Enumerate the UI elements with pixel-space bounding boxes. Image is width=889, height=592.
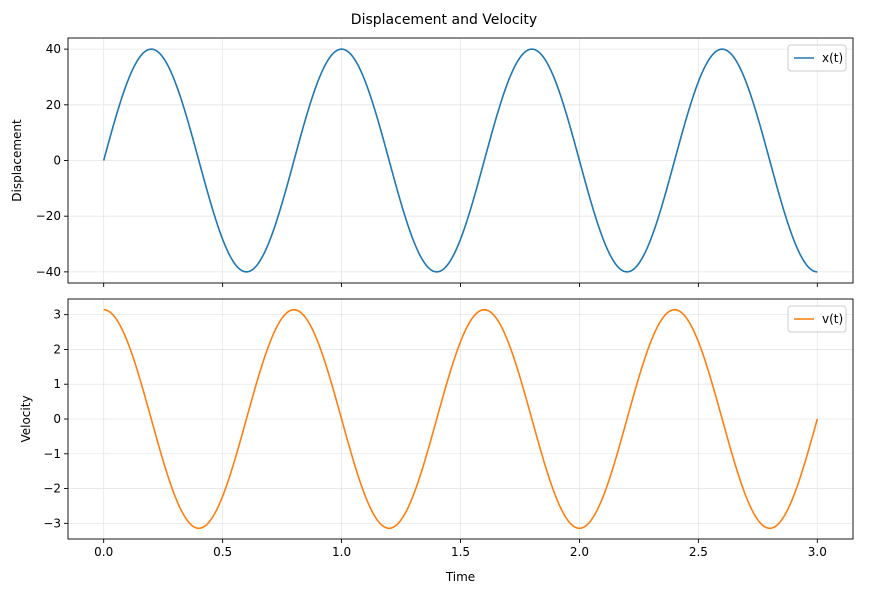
y-tick-label: 1: [53, 377, 61, 391]
y-tick-label: 40: [46, 42, 61, 56]
displacement-panel: −40 −20 0 20 40 Displacement x(t): [10, 37, 854, 287]
y-tick-label: −3: [43, 516, 61, 530]
legend-box: [787, 44, 847, 72]
y-tick-label: 20: [46, 98, 61, 112]
series-line-x(t): [102, 48, 818, 273]
x-axis-label: Time: [445, 570, 475, 584]
y-tick-label: −20: [36, 209, 61, 223]
y-tick-label: 3: [53, 308, 61, 322]
legend-box: [787, 305, 847, 333]
y-axis-label: Displacement: [10, 119, 24, 202]
legend: v(t): [787, 305, 847, 333]
y-tick-label: 0: [53, 412, 61, 426]
velocity-panel: 0.0 0.5 1.0 1.5 2.0 2.5 3.0 −3 −2 −1 0 1 2 3 Velocity T…: [19, 298, 854, 584]
y-tick-label: −40: [36, 265, 61, 279]
series-line-v(t): [103, 308, 819, 530]
figure-title: Displacement and Velocity: [351, 12, 537, 28]
x-tick-label: 1.5: [451, 545, 470, 559]
legend: x(t): [787, 44, 847, 72]
x-tick-label: 0.5: [213, 545, 232, 559]
x-tick-label: 1.0: [332, 545, 351, 559]
legend-label: v(t): [822, 312, 843, 326]
x-tick-label: 3.0: [808, 545, 827, 559]
y-axis-label: Velocity: [19, 395, 33, 442]
x-tick-label: 2.5: [689, 545, 708, 559]
y-tick-label: −2: [43, 482, 61, 496]
y-tick-label: −1: [43, 447, 61, 461]
x-tick-label: 0.0: [94, 545, 113, 559]
y-tick-label: 2: [53, 342, 61, 356]
legend-label: x(t): [822, 51, 843, 65]
x-tick-label: 2.0: [570, 545, 589, 559]
y-tick-label: 0: [53, 154, 61, 168]
